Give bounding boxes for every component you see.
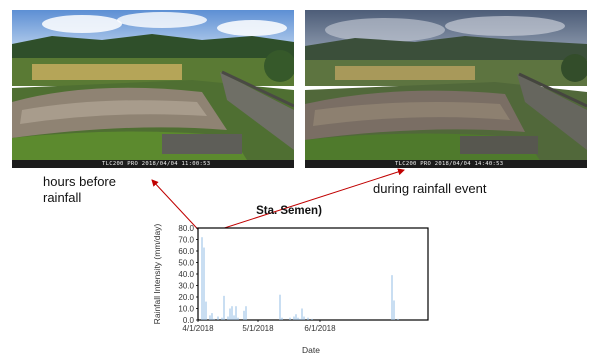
- rainfall-bar: [217, 316, 219, 320]
- rainfall-bar: [301, 308, 303, 320]
- x-tick-label: 5/1/2018: [242, 324, 274, 333]
- rainfall-bar: [307, 317, 309, 320]
- y-tick-label: 20.0: [178, 293, 194, 302]
- caption-before-rainfall: hours before rainfall: [43, 174, 116, 205]
- rainfall-bar: [311, 318, 313, 320]
- x-tick-label: 6/1/2018: [304, 324, 336, 333]
- y-tick-label: 80.0: [178, 224, 194, 233]
- y-tick-label: 70.0: [178, 236, 194, 245]
- y-tick-label: 10.0: [178, 305, 194, 314]
- rainfall-bar: [237, 317, 239, 320]
- river-scene-during-image: [305, 10, 587, 168]
- rainfall-chart: Sta. Semen) 0.0 10.0 20.0 30.0 40.0 50.0 60.0 7…: [152, 205, 429, 355]
- rainfall-bar: [235, 306, 237, 320]
- rainfall-bar: [221, 317, 223, 320]
- y-tick-label: 30.0: [178, 282, 194, 291]
- y-tick-label: 60.0: [178, 247, 194, 256]
- rainfall-bar: [229, 308, 231, 320]
- rainfall-bar: [243, 310, 245, 320]
- rainfall-bar: [223, 295, 225, 320]
- arrow-to-during-photo: [211, 168, 405, 233]
- chart-title: Sta. Semen): [256, 205, 322, 217]
- caption-during-rainfall: during rainfall event: [373, 181, 487, 196]
- rainfall-bar: [209, 315, 211, 320]
- plot-area: 0.0 10.0 20.0 30.0 40.0 50.0 60.0 70.0 80.0 4/1/2…: [178, 224, 429, 333]
- rainfall-bar: [295, 314, 297, 320]
- x-axis-label: Date: [302, 345, 320, 355]
- rainfall-bar: [393, 300, 395, 320]
- y-tick-label: 50.0: [178, 259, 194, 268]
- rainfall-bar: [279, 294, 281, 320]
- rainfall-bar: [203, 247, 205, 320]
- photo-during-rainfall: TLC200 PRO 2018/04/04 14:40:53: [305, 10, 587, 168]
- rainfall-bar: [205, 301, 207, 320]
- rainfall-bar: [303, 316, 305, 320]
- rainfall-bar: [281, 317, 283, 320]
- rainfall-bar: [297, 317, 299, 320]
- photo-before-rainfall: TLC200 PRO 2018/04/04 11:00:53: [12, 10, 294, 168]
- photo-timestamp: TLC200 PRO 2018/04/04 14:40:53: [395, 161, 504, 167]
- y-tick-label: 0.0: [183, 316, 195, 325]
- rainfall-bar: [213, 318, 215, 320]
- rainfall-bar: [201, 237, 203, 320]
- y-axis-label: Rainfall Intensity (mm/day): [152, 224, 162, 325]
- rainfall-bar: [233, 315, 235, 320]
- rainfall-bar: [227, 316, 229, 320]
- rainfall-bar: [299, 318, 301, 320]
- rainfall-bar: [289, 317, 291, 320]
- river-scene-before-image: [12, 10, 294, 168]
- photo-timestamp: TLC200 PRO 2018/04/04 11:00:53: [102, 161, 211, 167]
- rainfall-bar: [231, 306, 233, 320]
- rainfall-bar: [391, 275, 393, 320]
- plot-frame: [197, 227, 429, 321]
- rainfall-bar: [211, 313, 213, 320]
- rainfall-bar: [245, 306, 247, 320]
- rainfall-bar: [293, 316, 295, 320]
- rainfall-bar: [397, 318, 399, 320]
- x-tick-label: 4/1/2018: [182, 324, 214, 333]
- y-tick-label: 40.0: [178, 270, 194, 279]
